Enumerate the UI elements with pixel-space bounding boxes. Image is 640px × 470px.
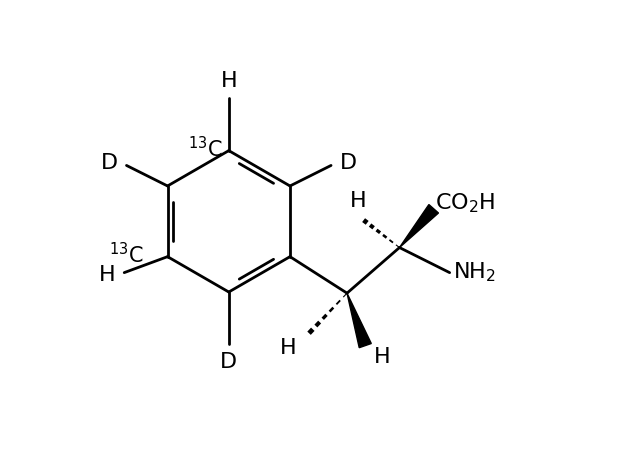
Text: H: H bbox=[99, 265, 115, 285]
Text: $^{13}$C: $^{13}$C bbox=[188, 136, 223, 161]
Text: D: D bbox=[340, 153, 357, 173]
Polygon shape bbox=[399, 204, 438, 248]
Text: H: H bbox=[220, 71, 237, 91]
Text: D: D bbox=[100, 153, 118, 173]
Text: H: H bbox=[280, 338, 297, 358]
Polygon shape bbox=[347, 293, 371, 348]
Text: NH$_2$: NH$_2$ bbox=[453, 261, 496, 284]
Text: $^{13}$C: $^{13}$C bbox=[109, 242, 144, 267]
Text: D: D bbox=[220, 352, 237, 372]
Text: CO$_2$H: CO$_2$H bbox=[435, 191, 495, 215]
Text: H: H bbox=[374, 347, 391, 367]
Text: H: H bbox=[350, 190, 367, 211]
